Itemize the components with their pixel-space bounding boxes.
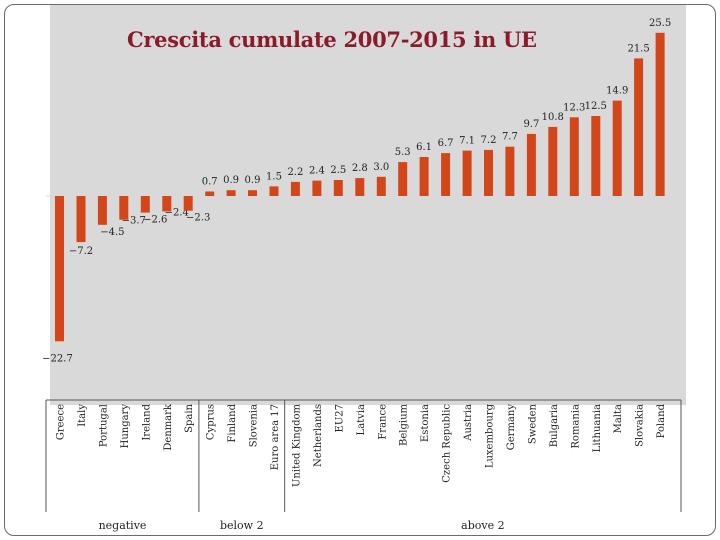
bar-estonia	[419, 157, 429, 196]
data-label-united-kingdom: 2.2	[287, 167, 303, 178]
data-label-germany: 7.7	[502, 132, 518, 143]
bar-romania	[569, 117, 579, 196]
chart-title: Crescita cumulate 2007-2015 in UE	[127, 27, 537, 52]
bar-austria	[462, 150, 472, 196]
bar-slovenia	[248, 190, 257, 196]
bar-belgium	[398, 162, 408, 196]
bar-sweden	[526, 133, 536, 196]
category-label-portugal: Portugal	[98, 404, 109, 447]
category-label-sweden: Sweden	[527, 403, 538, 444]
category-label-belgium: Belgium	[399, 403, 410, 446]
bar-slovakia	[634, 58, 644, 197]
bar-portugal	[97, 196, 107, 225]
data-label-portugal: −4.5	[100, 227, 124, 238]
category-label-finland: Finland	[227, 403, 238, 442]
bar-hungary	[119, 196, 129, 220]
bar-lithuania	[591, 116, 601, 196]
data-label-denmark: −2.4	[165, 207, 189, 218]
bar-luxembourg	[484, 149, 493, 196]
category-label-germany: Germany	[506, 404, 517, 451]
category-label-czech-republic: Czech Republic	[442, 404, 453, 483]
bar-malta	[612, 100, 622, 196]
data-label-slovenia: 0.9	[245, 175, 261, 186]
bar-euro-area-17	[269, 186, 279, 196]
bar-greece	[55, 196, 64, 342]
category-label-united-kingdom: United Kingdom	[291, 403, 302, 487]
category-label-italy: Italy	[77, 404, 88, 427]
data-label-poland: 25.5	[649, 18, 671, 29]
data-label-austria: 7.1	[459, 136, 475, 147]
data-label-netherlands: 2.4	[309, 166, 325, 177]
data-label-finland: 0.9	[223, 175, 239, 186]
data-label-cyprus: 0.7	[202, 177, 218, 188]
bar-spain	[183, 196, 193, 211]
bar-czech-republic	[441, 153, 451, 196]
bar-denmark	[162, 196, 172, 212]
category-label-netherlands: Netherlands	[313, 404, 324, 467]
category-label-romania: Romania	[570, 404, 581, 449]
data-label-hungary: −3.7	[122, 216, 146, 227]
data-label-lithuania: 12.5	[585, 101, 607, 112]
category-label-slovenia: Slovenia	[249, 404, 260, 447]
category-label-france: France	[377, 404, 388, 440]
bar-bulgaria	[548, 126, 558, 196]
bar-latvia	[355, 178, 365, 196]
category-label-spain: Spain	[184, 403, 195, 432]
data-label-malta: 14.9	[606, 86, 628, 97]
data-label-greece: −22.7	[42, 353, 73, 364]
category-label-luxembourg: Luxembourg	[485, 403, 496, 468]
data-label-latvia: 2.8	[352, 163, 368, 174]
bar-eu27	[333, 180, 343, 196]
bar-cyprus	[205, 191, 215, 196]
category-label-ireland: Ireland	[141, 403, 152, 440]
category-label-euro-area-17: Euro area 17	[270, 404, 281, 470]
data-label-italy: −7.2	[69, 246, 93, 257]
bar-poland	[655, 32, 665, 196]
data-label-ireland: −2.6	[143, 215, 167, 226]
bar-finland	[226, 190, 236, 196]
data-label-france: 3.0	[373, 162, 389, 173]
category-label-hungary: Hungary	[120, 404, 131, 449]
data-label-belgium: 5.3	[395, 147, 411, 158]
data-label-sweden: 9.7	[523, 119, 539, 130]
bar-germany	[505, 146, 515, 196]
data-label-estonia: 6.1	[416, 142, 432, 153]
category-label-latvia: Latvia	[356, 404, 367, 435]
category-label-lithuania: Lithuania	[592, 404, 603, 452]
category-label-austria: Austria	[463, 404, 474, 442]
category-label-bulgaria: Bulgaria	[549, 404, 560, 447]
data-label-spain: −2.3	[186, 213, 210, 224]
category-label-denmark: Denmark	[163, 403, 174, 451]
data-label-romania: 12.3	[563, 102, 585, 113]
chart-frame: Crescita cumulate 2007-2015 in UE	[4, 4, 716, 536]
category-label-eu27: EU27	[334, 404, 345, 432]
bar-netherlands	[312, 180, 322, 196]
category-label-greece: Greece	[56, 404, 67, 440]
bar-united-kingdom	[290, 181, 300, 196]
group-label-negative: negative	[99, 519, 147, 532]
group-label-below-2: below 2	[220, 519, 264, 532]
category-label-slovakia: Slovakia	[635, 404, 646, 447]
data-label-slovakia: 21.5	[627, 43, 649, 54]
data-label-bulgaria: 10.8	[542, 112, 564, 123]
category-label-malta: Malta	[613, 404, 624, 433]
category-label-estonia: Estonia	[420, 404, 431, 442]
data-label-czech-republic: 6.7	[438, 138, 454, 149]
bar-italy	[76, 196, 86, 243]
category-label-cyprus: Cyprus	[206, 404, 217, 440]
category-label-poland: Poland	[656, 403, 667, 438]
bar-ireland	[140, 196, 150, 213]
plot-area	[50, 5, 686, 405]
data-label-eu27: 2.5	[330, 165, 346, 176]
group-label-above-2: above 2	[461, 519, 504, 532]
data-label-euro-area-17: 1.5	[266, 171, 282, 182]
bar-france	[376, 176, 386, 196]
data-label-luxembourg: 7.2	[481, 135, 497, 146]
